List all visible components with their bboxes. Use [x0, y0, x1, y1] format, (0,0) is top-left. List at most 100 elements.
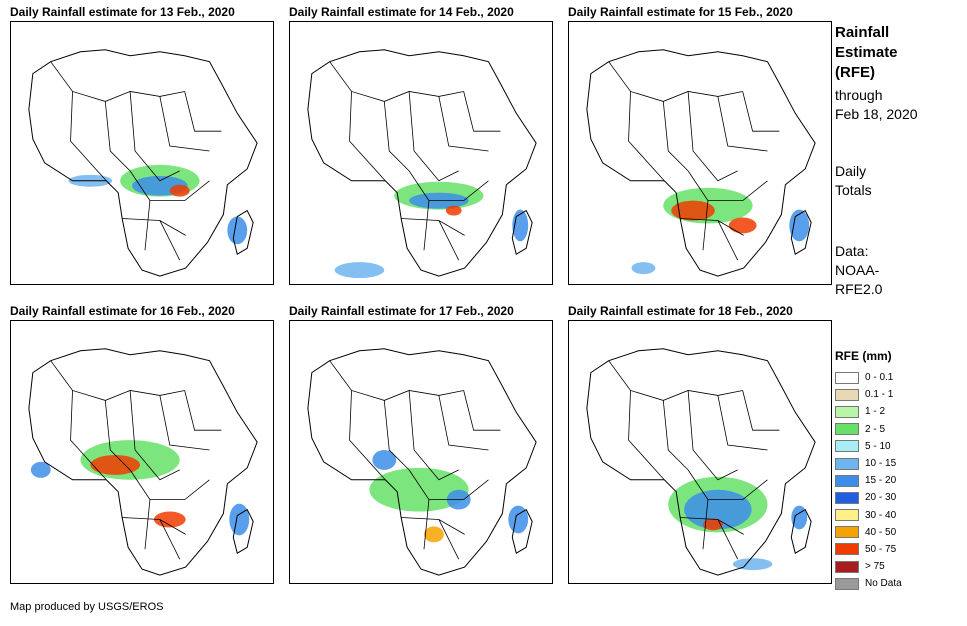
legend-item: 20 - 30 [835, 489, 902, 506]
country-border [687, 390, 738, 481]
through-label: through [835, 87, 883, 103]
country-border [608, 61, 743, 102]
legend-label: 50 - 75 [865, 543, 897, 555]
rainfall-map-13-feb [10, 21, 274, 285]
country-border [662, 400, 689, 471]
rainfall-map-15-feb [568, 21, 832, 285]
country-border [184, 390, 222, 431]
legend-label: No Data [865, 578, 902, 590]
rainfall-area [169, 184, 190, 197]
country-border [184, 91, 222, 132]
country-border [144, 200, 151, 251]
africa-coastline [307, 49, 537, 277]
country-border [159, 519, 181, 560]
legend-swatch [835, 526, 859, 539]
country-border [438, 519, 460, 560]
country-border [70, 390, 107, 481]
legend-swatch [835, 405, 859, 418]
country-border [628, 91, 665, 182]
legend-swatch [835, 577, 859, 590]
country-border [329, 61, 464, 102]
country-border [50, 61, 185, 102]
data-source-line: RFE2.0 [835, 281, 883, 297]
country-border [717, 395, 768, 451]
madagascar-outline [232, 209, 254, 255]
legend-item: 50 - 75 [835, 541, 902, 558]
country-border [702, 499, 709, 550]
country-border [383, 101, 410, 172]
panel-title-5: Daily Rainfall estimate for 17 Feb., 202… [289, 304, 514, 318]
country-border [129, 469, 210, 501]
rainfall-area [30, 461, 51, 478]
panel-title-1: Daily Rainfall estimate for 13 Feb., 202… [10, 5, 235, 19]
rainfall-area [229, 503, 250, 536]
legend-item: No Data [835, 575, 902, 592]
country-border [438, 220, 460, 261]
legend-label: 5 - 10 [865, 440, 891, 452]
rainfall-layer [334, 181, 529, 279]
legend-label: 40 - 50 [865, 526, 897, 538]
country-border [438, 395, 489, 451]
rfe-title-line: (RFE) [835, 64, 875, 81]
africa-coastline [586, 348, 816, 576]
panel-title-3: Daily Rainfall estimate for 15 Feb., 202… [568, 5, 793, 19]
legend-swatch [835, 560, 859, 573]
map-credit: Map produced by USGS/EROS [10, 601, 164, 613]
rainfall-layer [68, 164, 248, 245]
country-border [129, 91, 180, 182]
legend-item: > 75 [835, 558, 902, 575]
rainfall-area [728, 217, 757, 234]
legend-title: RFE (mm) [835, 349, 892, 363]
country-border [687, 469, 768, 501]
legend-label: 15 - 20 [865, 475, 897, 487]
rainfall-layer [30, 440, 250, 536]
legend-label: 10 - 15 [865, 458, 897, 470]
madagascar-outline [790, 508, 812, 554]
country-border [438, 96, 489, 152]
country-border [129, 170, 210, 202]
legend-swatch [835, 457, 859, 470]
rainfall-layer [369, 450, 529, 543]
rfe-title: Rainfall Estimate (RFE) [835, 23, 898, 83]
rainfall-area [789, 209, 810, 242]
legend-label: 1 - 2 [865, 406, 886, 418]
legend-swatch [835, 509, 859, 522]
country-border [159, 220, 181, 261]
country-border [349, 91, 386, 182]
country-border [408, 170, 489, 202]
madagascar-outline [511, 508, 533, 554]
legend-swatch [835, 423, 859, 436]
legend-item: 30 - 40 [835, 507, 902, 524]
rainfall-area [508, 505, 529, 534]
rainfall-area [227, 216, 248, 245]
country-border [423, 200, 430, 251]
africa-coastline [307, 348, 537, 576]
rainfall-area [369, 467, 469, 512]
legend-label: > 75 [865, 561, 885, 573]
country-border [329, 360, 464, 401]
rainfall-layer [631, 187, 810, 275]
rainfall-map-18-feb [568, 320, 832, 584]
data-source: Data: NOAA- RFE2.0 [835, 242, 882, 299]
madagascar-outline [232, 508, 254, 554]
through-date: through Feb 18, 2020 [835, 86, 918, 124]
country-border [144, 499, 151, 550]
country-border [742, 390, 780, 431]
totals-line: Totals [835, 182, 872, 198]
panel-title-2: Daily Rainfall estimate for 14 Feb., 202… [289, 5, 514, 19]
legend-swatch [835, 474, 859, 487]
country-border [408, 469, 489, 501]
country-border [70, 91, 107, 182]
rainfall-layer [668, 476, 808, 571]
madagascar-outline [511, 209, 533, 255]
country-border [717, 220, 739, 261]
rfe-title-line: Estimate [835, 44, 898, 61]
legend-swatch [835, 543, 859, 556]
panel-title-4: Daily Rainfall estimate for 16 Feb., 202… [10, 304, 235, 318]
panel-title-6: Daily Rainfall estimate for 18 Feb., 202… [568, 304, 793, 318]
country-border [401, 218, 465, 236]
legend-swatch [835, 440, 859, 453]
country-border [423, 499, 430, 550]
rainfall-map-14-feb [289, 21, 553, 285]
rainfall-area [671, 200, 715, 221]
